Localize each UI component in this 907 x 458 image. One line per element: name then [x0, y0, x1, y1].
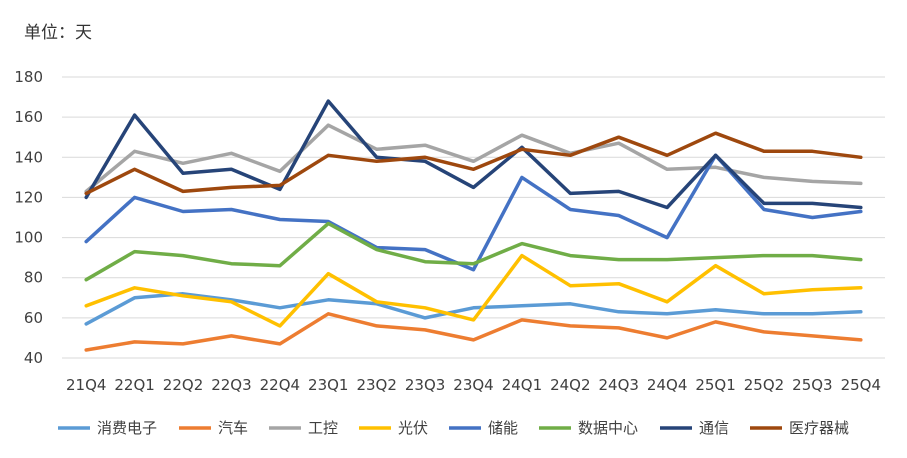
legend-label: 医疗器械 — [789, 419, 849, 437]
y-tick-label: 40 — [24, 349, 43, 367]
legend-item: 储能 — [449, 419, 518, 437]
y-tick-label: 80 — [24, 269, 43, 287]
legend-item: 数据中心 — [539, 419, 638, 437]
series-line — [84, 292, 863, 326]
legend-item: 医疗器械 — [750, 419, 849, 437]
x-tick-label: 24Q3 — [599, 376, 639, 394]
x-tick-label: 25Q1 — [695, 376, 735, 394]
legend: 消费电子 汽车 工控 光伏 储能 数据中心 通信 医疗器械 — [58, 419, 849, 437]
y-axis-ticks: 40 60 80 100 120 140 160 180 — [14, 68, 43, 367]
x-tick-label: 25Q3 — [792, 376, 832, 394]
y-tick-label: 160 — [14, 108, 43, 126]
y-tick-label: 100 — [14, 229, 43, 247]
series-line — [84, 221, 863, 282]
series-line — [84, 123, 863, 194]
series-line — [84, 131, 863, 196]
legend-item: 工控 — [269, 419, 338, 437]
x-tick-label: 23Q1 — [308, 376, 348, 394]
legend-label: 汽车 — [218, 419, 248, 437]
legend-item: 光伏 — [359, 419, 428, 437]
x-tick-label: 23Q2 — [356, 376, 396, 394]
series-line — [84, 99, 863, 210]
legend-label: 工控 — [308, 419, 338, 437]
x-axis-ticks: 21Q4 22Q1 22Q2 22Q3 22Q4 23Q1 23Q2 23Q3 23Q4 24Q1… — [66, 376, 881, 394]
y-tick-label: 140 — [14, 148, 43, 166]
series-line — [84, 253, 863, 328]
series-lines — [84, 99, 863, 352]
x-tick-label: 23Q3 — [405, 376, 445, 394]
x-tick-label: 22Q1 — [114, 376, 154, 394]
unit-label: 单位：天 — [24, 23, 92, 43]
series-line — [84, 312, 863, 352]
legend-label: 数据中心 — [578, 419, 638, 437]
x-tick-label: 24Q2 — [550, 376, 590, 394]
legend-item: 消费电子 — [58, 419, 157, 437]
legend-label: 通信 — [699, 419, 729, 437]
legend-item: 汽车 — [179, 419, 248, 437]
legend-label: 储能 — [488, 419, 518, 437]
gridlines — [62, 76, 885, 359]
x-tick-label: 21Q4 — [66, 376, 106, 394]
x-tick-label: 24Q1 — [502, 376, 542, 394]
legend-item: 通信 — [660, 419, 729, 437]
legend-label: 光伏 — [398, 419, 428, 437]
x-tick-label: 22Q2 — [163, 376, 203, 394]
x-tick-label: 25Q4 — [841, 376, 881, 394]
y-tick-label: 180 — [14, 68, 43, 86]
x-tick-label: 22Q4 — [260, 376, 300, 394]
y-tick-label: 120 — [14, 188, 43, 206]
x-tick-label: 25Q2 — [744, 376, 784, 394]
x-tick-label: 22Q3 — [211, 376, 251, 394]
x-tick-label: 23Q4 — [453, 376, 493, 394]
x-tick-label: 24Q4 — [647, 376, 687, 394]
y-tick-label: 60 — [24, 309, 43, 327]
legend-label: 消费电子 — [97, 419, 157, 437]
